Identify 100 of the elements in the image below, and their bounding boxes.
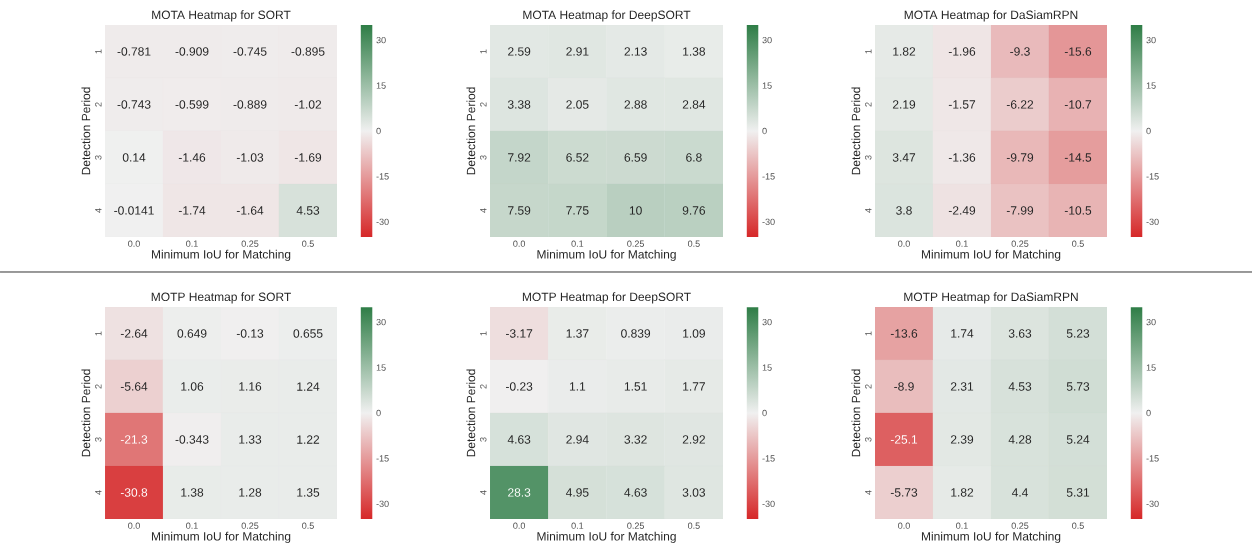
- color-bar-label: 15: [762, 82, 772, 89]
- chart-title: MOTA Heatmap for DaSiamRPN: [904, 10, 1078, 22]
- color-bar-label: -30: [1146, 218, 1159, 226]
- data-label: 4.95: [565, 488, 589, 497]
- y-axis-title: Detection Period: [81, 369, 91, 457]
- data-label: -30.8: [120, 488, 148, 497]
- data-label: -0.599: [175, 100, 209, 109]
- y-tick-label: 1: [95, 331, 102, 336]
- data-label: 4.28: [1008, 435, 1032, 444]
- data-label: 3.8: [896, 206, 912, 215]
- y-tick-label: 4: [95, 490, 102, 495]
- x-tick-label: 0.5: [1072, 522, 1084, 529]
- data-label: -1.96: [948, 47, 976, 56]
- x-tick-label: 0.0: [898, 240, 910, 247]
- data-label: 1.16: [239, 382, 262, 391]
- y-axis-title: Detection Period: [466, 87, 476, 175]
- color-bar-label: -15: [1146, 455, 1159, 462]
- y-tick-label: 2: [865, 102, 872, 107]
- data-label: -10.5: [1064, 206, 1092, 215]
- x-tick-label: 0.0: [128, 240, 140, 247]
- y-tick-label: 3: [480, 155, 487, 160]
- data-label: 2.05: [566, 100, 589, 109]
- data-label: -14.5: [1064, 153, 1092, 162]
- y-tick-label: 4: [95, 208, 102, 213]
- data-label: 2.39: [950, 435, 974, 444]
- color-bar-label: -30: [762, 500, 775, 508]
- y-tick-label: 3: [865, 437, 872, 442]
- x-tick-label: 0.25: [1011, 240, 1029, 247]
- data-label: 1.74: [951, 329, 974, 338]
- data-label: 2.91: [566, 47, 589, 56]
- color-bar-label: 15: [1146, 364, 1156, 371]
- color-bar-label: -15: [762, 455, 775, 462]
- color-bar-label: 0: [762, 409, 767, 417]
- data-label: -1.02: [294, 100, 322, 109]
- y-axis-title: Detection Period: [851, 87, 861, 175]
- data-label: -1.69: [294, 153, 322, 162]
- data-label: -0.745: [233, 47, 267, 56]
- x-tick-label: 0.0: [513, 240, 526, 247]
- color-bar-label: 30: [376, 36, 386, 44]
- data-label: 3.63: [1008, 329, 1032, 338]
- x-tick-label: 0.1: [186, 240, 198, 247]
- data-label: -0.895: [291, 47, 325, 56]
- y-tick-label: 3: [865, 155, 872, 160]
- data-label: 5.23: [1066, 329, 1090, 338]
- data-label: -5.64: [120, 382, 148, 391]
- data-label: -3.17: [505, 329, 533, 338]
- color-bar-label: -15: [762, 173, 775, 180]
- color-bar-label: 15: [762, 364, 772, 371]
- data-label: -8.9: [894, 382, 914, 391]
- data-label: 1.82: [893, 47, 916, 56]
- x-tick-label: 0.1: [956, 240, 968, 247]
- x-tick-label: 0.1: [571, 522, 584, 529]
- data-label: 1.1: [569, 382, 586, 391]
- x-axis-title: Minimum IoU for Matching: [537, 249, 676, 261]
- y-tick-label: 2: [865, 384, 872, 389]
- y-tick-label: 4: [480, 208, 487, 213]
- data-label: 5.24: [1066, 435, 1090, 444]
- x-tick-label: 0.0: [513, 522, 526, 529]
- x-axis-title: Minimum IoU for Matching: [537, 531, 676, 543]
- data-label: 3.47: [892, 153, 916, 162]
- data-label: 1.28: [239, 488, 262, 497]
- x-tick-label: 0.25: [1011, 522, 1029, 529]
- data-label: 4.53: [1008, 382, 1032, 391]
- x-tick-label: 0.5: [1072, 240, 1084, 247]
- data-label: -0.23: [505, 382, 533, 391]
- y-tick-label: 3: [95, 155, 102, 160]
- data-label: -1.57: [948, 100, 976, 109]
- data-label: 0.649: [177, 329, 207, 338]
- chart-title: MOTA Heatmap for DeepSORT: [523, 10, 691, 22]
- y-tick-label: 2: [95, 384, 102, 389]
- chart-title: MOTP Heatmap for DaSiamRPN: [904, 292, 1078, 304]
- data-label: 2.13: [624, 47, 647, 56]
- data-label: 3.38: [507, 100, 531, 109]
- data-label: 5.31: [1066, 488, 1090, 497]
- data-label: 2.92: [682, 435, 705, 444]
- data-label: -13.6: [890, 329, 918, 338]
- color-bar-label: 0: [376, 409, 381, 417]
- data-label: 0.655: [293, 329, 323, 338]
- x-tick-label: 0.1: [956, 522, 968, 529]
- y-tick-label: 2: [480, 102, 487, 107]
- x-axis-title: Minimum IoU for Matching: [921, 249, 1061, 261]
- x-tick-label: 0.25: [627, 522, 645, 529]
- y-tick-label: 2: [480, 384, 487, 389]
- color-bar-label: -30: [376, 218, 389, 226]
- data-label: 1.38: [181, 488, 204, 497]
- data-label: 2.94: [566, 435, 589, 444]
- data-label: 4.63: [624, 488, 647, 497]
- data-label: 9.76: [682, 206, 706, 215]
- x-axis-title: Minimum IoU for Matching: [921, 531, 1061, 543]
- color-bar-label: 0: [762, 127, 767, 135]
- x-tick-label: 0.5: [687, 522, 700, 529]
- y-tick-label: 4: [865, 490, 872, 495]
- chart-title: MOTA Heatmap for SORT: [152, 10, 291, 22]
- data-label: 1.82: [951, 488, 974, 497]
- data-label: 1.22: [297, 435, 320, 444]
- data-label: 0.14: [122, 153, 146, 162]
- data-label: -9.79: [1006, 153, 1034, 162]
- data-label: 3.32: [624, 435, 647, 444]
- data-label: -7.99: [1006, 206, 1034, 215]
- chart-title: MOTP Heatmap for DeepSORT: [522, 292, 691, 304]
